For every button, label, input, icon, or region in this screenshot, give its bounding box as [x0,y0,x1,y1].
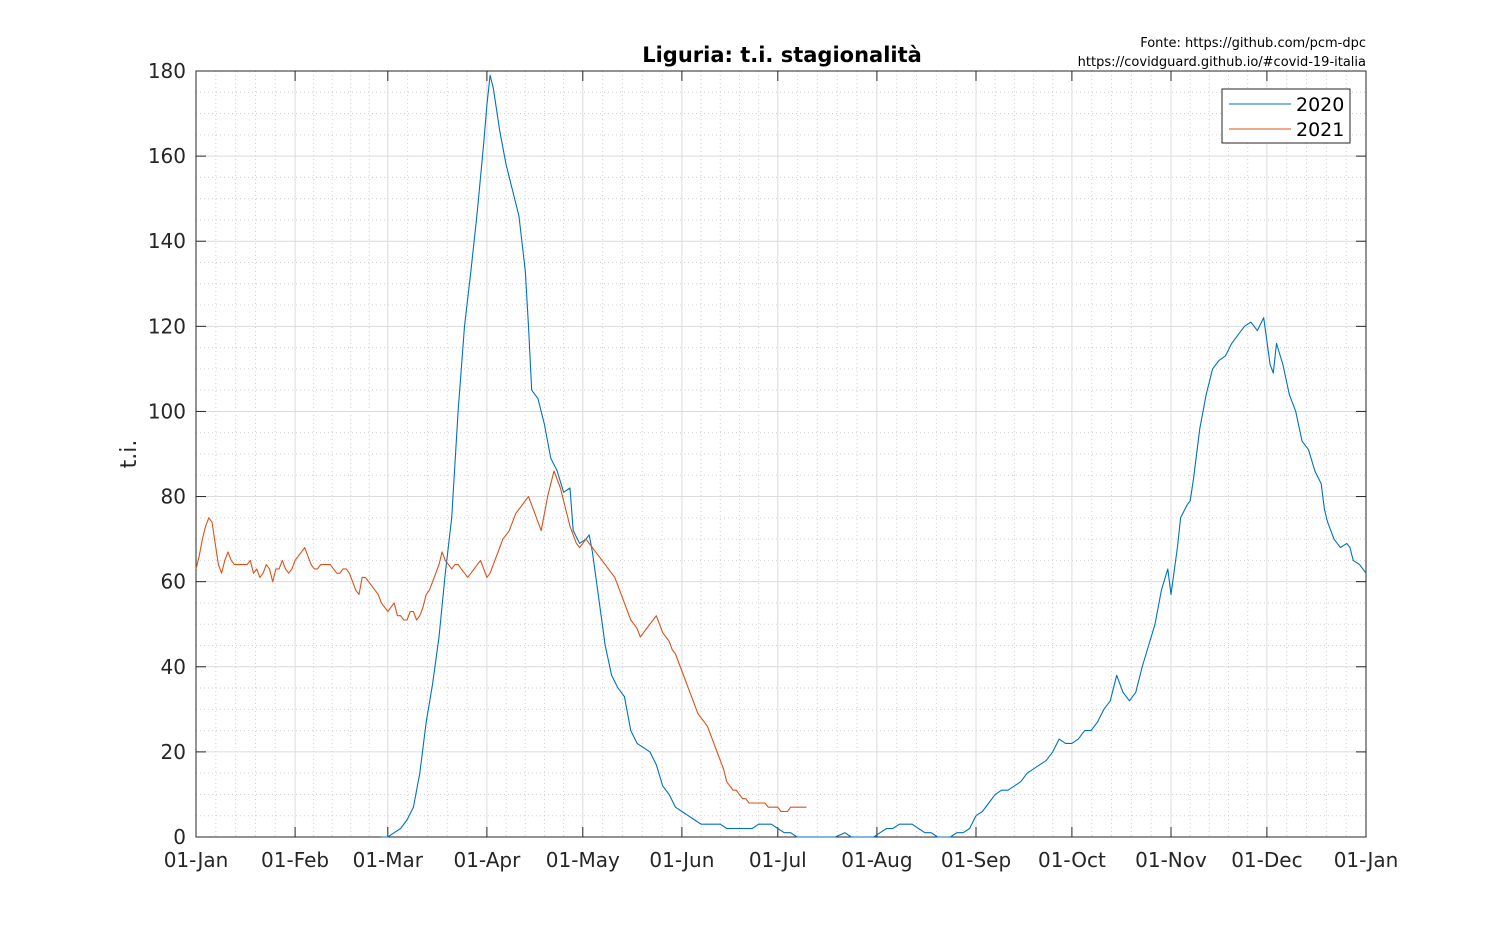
grid [195,70,1367,838]
x-tick-label: 01-Jan [1334,848,1399,872]
y-tick-label: 160 [148,144,186,168]
x-tick-label: 01-Nov [1135,848,1207,872]
legend: 2020 2021 [1221,88,1351,144]
x-tick-label: 01-Aug [841,848,912,872]
x-tick-labels: 01-Jan 01-Feb 01-Mar 01-Apr 01-May 01-Jun 01-J… [164,848,1399,872]
y-tick-label: 80 [161,485,186,509]
series-lines [195,74,1367,838]
y-tick-label: 0 [173,825,186,849]
y-axis-label: t.i. [117,440,142,469]
y-tick-label: 60 [161,570,186,594]
y-tick-label: 140 [148,229,186,253]
x-tick-label: 01-Feb [261,848,329,872]
source-line-2: https://covidguard.github.io/#covid-19-i… [1078,55,1366,70]
legend-label-2020: 2020 [1296,94,1344,116]
legend-label-2021: 2021 [1296,119,1344,141]
x-tick-label: 01-May [546,848,620,872]
x-tick-label: 01-Apr [453,848,521,872]
y-tick-label: 100 [148,399,186,423]
ticks [195,70,1367,838]
source-line-1: Fonte: https://github.com/pcm-dpc [1140,36,1366,51]
x-tick-label: 01-Jul [749,848,807,872]
x-tick-label: 01-Oct [1038,848,1106,872]
series-line-2020 [381,74,1367,838]
x-tick-label: 01-Jun [649,848,714,872]
y-tick-label: 40 [161,655,186,679]
series-line-2021 [195,470,807,813]
legend-box [1221,88,1351,144]
axes-box [195,70,1367,838]
x-tick-label: 01-Mar [353,848,424,872]
chart-title: Liguria: t.i. stagionalità [642,43,922,67]
y-tick-labels: 0 20 40 60 80 100 120 140 160 180 [148,59,186,849]
y-tick-label: 180 [148,59,186,83]
x-tick-label: 01-Jan [164,848,229,872]
x-tick-label: 01-Sep [941,848,1011,872]
y-tick-label: 20 [161,740,186,764]
x-tick-label: 01-Dec [1231,848,1302,872]
y-tick-label: 120 [148,314,186,338]
